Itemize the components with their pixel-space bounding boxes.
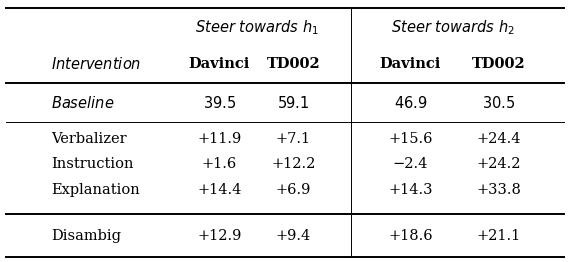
Text: Davinci: Davinci xyxy=(189,57,250,71)
Text: Verbalizer: Verbalizer xyxy=(51,132,127,146)
Text: +14.3: +14.3 xyxy=(388,183,433,197)
Text: +6.9: +6.9 xyxy=(276,183,311,197)
Text: +1.6: +1.6 xyxy=(202,157,237,171)
Text: TD002: TD002 xyxy=(267,57,320,71)
Text: +7.1: +7.1 xyxy=(276,132,311,146)
Text: +15.6: +15.6 xyxy=(388,132,433,146)
Text: $\mathit{59.1}$: $\mathit{59.1}$ xyxy=(278,95,310,112)
Text: +24.2: +24.2 xyxy=(477,157,521,171)
Text: +14.4: +14.4 xyxy=(197,183,242,197)
Text: +33.8: +33.8 xyxy=(477,183,521,197)
Text: +9.4: +9.4 xyxy=(276,229,311,243)
Text: $\mathit{30.5}$: $\mathit{30.5}$ xyxy=(482,95,515,112)
Text: TD002: TD002 xyxy=(472,57,526,71)
Text: −2.4: −2.4 xyxy=(393,157,428,171)
Text: +24.4: +24.4 xyxy=(477,132,521,146)
Text: $\mathit{Steer\ towards}\ h_2$: $\mathit{Steer\ towards}\ h_2$ xyxy=(391,18,515,37)
Text: $\mathit{Baseline}$: $\mathit{Baseline}$ xyxy=(51,95,115,112)
Text: Davinci: Davinci xyxy=(380,57,441,71)
Text: $\mathit{46.9}$: $\mathit{46.9}$ xyxy=(394,95,427,112)
Text: +12.9: +12.9 xyxy=(197,229,242,243)
Text: Disambig: Disambig xyxy=(51,229,121,243)
Text: +18.6: +18.6 xyxy=(388,229,433,243)
Text: $\mathit{39.5}$: $\mathit{39.5}$ xyxy=(203,95,236,112)
Text: +11.9: +11.9 xyxy=(197,132,242,146)
Text: +12.2: +12.2 xyxy=(271,157,316,171)
Text: $\mathit{Intervention}$: $\mathit{Intervention}$ xyxy=(51,56,141,72)
Text: Instruction: Instruction xyxy=(51,157,134,171)
Text: Explanation: Explanation xyxy=(51,183,140,197)
Text: $\mathit{Steer\ towards}\ h_1$: $\mathit{Steer\ towards}\ h_1$ xyxy=(194,18,319,37)
Text: +21.1: +21.1 xyxy=(477,229,521,243)
